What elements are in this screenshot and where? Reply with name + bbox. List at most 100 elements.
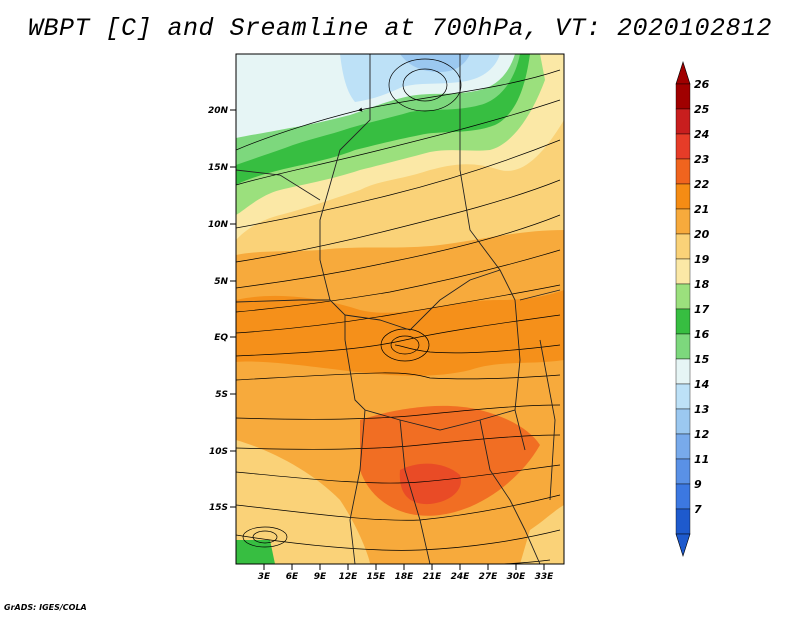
streamline xyxy=(236,249,561,313)
wbpt-zone-21-22 xyxy=(236,290,564,376)
colorbar-label: 25 xyxy=(694,103,710,116)
longitude-axis: 3E 6E 9E 12E 15E 18E 21E 24E 27E 30E 33E xyxy=(258,564,554,582)
map-plot-area xyxy=(236,54,564,564)
lon-label-18e: 18E xyxy=(395,572,415,582)
lat-label-10n: 10N xyxy=(208,220,229,230)
streamline xyxy=(236,434,561,450)
country-borders xyxy=(236,54,561,564)
border xyxy=(479,419,541,564)
colorbar-label: 24 xyxy=(694,128,709,141)
colorbar-swatch xyxy=(675,458,691,485)
border xyxy=(399,419,431,564)
colorbar-label: 12 xyxy=(694,428,710,441)
colorbar-swatch xyxy=(675,333,691,360)
border xyxy=(236,299,330,303)
streamline xyxy=(236,99,561,186)
border xyxy=(344,339,526,451)
streamline xyxy=(236,372,561,381)
colorbar-swatch xyxy=(675,258,691,285)
lon-label-27e: 27E xyxy=(479,572,499,582)
streamline xyxy=(236,464,561,484)
streamline xyxy=(236,139,561,229)
colorbar-label: 20 xyxy=(694,228,710,241)
colorbar-label: 7 xyxy=(694,503,702,516)
vortex xyxy=(390,335,420,355)
colorbar-label: 13 xyxy=(694,403,710,416)
lat-label-10s: 10S xyxy=(209,447,228,457)
colorbar-swatch xyxy=(675,383,691,410)
lat-label-20n: 20N xyxy=(208,106,229,116)
map-frame xyxy=(235,53,565,565)
colorbar-label: 26 xyxy=(694,78,710,91)
lat-label-15n: 15N xyxy=(208,163,229,173)
border xyxy=(236,169,321,201)
latitude-axis: 20N 15N 10N 5N EQ 5S 10S 15S xyxy=(208,106,236,513)
colorbar-label: 14 xyxy=(694,378,709,391)
colorbar-swatch xyxy=(675,483,691,510)
wbpt-zone-12-13 xyxy=(400,54,470,72)
colorbar-swatch xyxy=(675,233,691,260)
colorbar-swatch xyxy=(675,133,691,160)
colorbar-swatch xyxy=(675,308,691,335)
lat-label-eq: EQ xyxy=(214,333,228,343)
colorbar-label: 22 xyxy=(694,178,710,191)
colorbar-swatch xyxy=(675,183,691,210)
streamline xyxy=(394,344,561,354)
map-title: WBPT [C] and Sreamline at 700hPa, VT: 20… xyxy=(27,14,773,43)
colorbar-label: 16 xyxy=(694,328,710,341)
lon-label-33e: 33E xyxy=(535,572,555,582)
vortex xyxy=(402,68,448,102)
colorbar-label: 15 xyxy=(694,353,710,366)
colorbar: 26 25 24 23 22 21 20 19 18 17 16 15 14 13 12 11 9 7 xyxy=(675,61,710,557)
colorbar-label: 9 xyxy=(694,478,702,491)
lat-label-5s: 5S xyxy=(215,390,228,400)
border xyxy=(349,409,366,564)
streamline xyxy=(236,314,561,357)
lon-label-12e: 12E xyxy=(339,572,359,582)
lat-label-15s: 15S xyxy=(209,503,228,513)
streamline xyxy=(236,284,561,334)
colorbar-label: 19 xyxy=(694,253,710,266)
wbpt-zone-19-20-south xyxy=(236,440,370,564)
lon-label-30e: 30E xyxy=(507,572,527,582)
colorbar-label: 21 xyxy=(694,203,709,216)
vortex xyxy=(380,328,430,362)
lon-label-21e: 21E xyxy=(423,572,443,582)
border xyxy=(539,339,556,501)
streamline xyxy=(236,404,561,420)
colorbar-swatch xyxy=(675,83,691,110)
footer-credit: GrADS: IGES/COLA xyxy=(4,603,87,612)
border xyxy=(519,289,561,301)
border xyxy=(319,54,371,340)
lon-label-6e: 6E xyxy=(286,572,299,582)
vortex xyxy=(252,530,278,544)
streamline xyxy=(236,529,561,551)
colorbar-label: 23 xyxy=(694,153,710,166)
colorbar-label: 11 xyxy=(694,453,709,466)
colorbar-swatch xyxy=(675,508,691,535)
lon-label-3e: 3E xyxy=(258,572,271,582)
colorbar-swatch xyxy=(675,358,691,385)
colorbar-swatch xyxy=(675,433,691,460)
streamline xyxy=(410,559,551,564)
colorbar-swatch xyxy=(675,158,691,185)
streamline xyxy=(236,214,561,289)
colorbar-swatch xyxy=(675,408,691,435)
wbpt-zone-17-18-sw xyxy=(236,540,275,564)
colorbar-swatch xyxy=(675,283,691,310)
colorbar-top-arrow xyxy=(675,61,691,85)
lat-label-5n: 5N xyxy=(214,277,228,287)
wbpt-zone-23-24 xyxy=(399,463,461,505)
colorbar-swatch xyxy=(675,108,691,135)
streamline xyxy=(236,179,561,263)
streamline xyxy=(236,69,561,151)
border xyxy=(344,269,501,331)
colorbar-label: 18 xyxy=(694,278,710,291)
lon-label-24e: 24E xyxy=(451,572,471,582)
lon-label-9e: 9E xyxy=(314,572,327,582)
vortex xyxy=(388,58,462,112)
colorbar-swatch xyxy=(675,208,691,235)
vortex xyxy=(242,526,288,548)
colorbar-bottom-arrow xyxy=(675,533,691,557)
